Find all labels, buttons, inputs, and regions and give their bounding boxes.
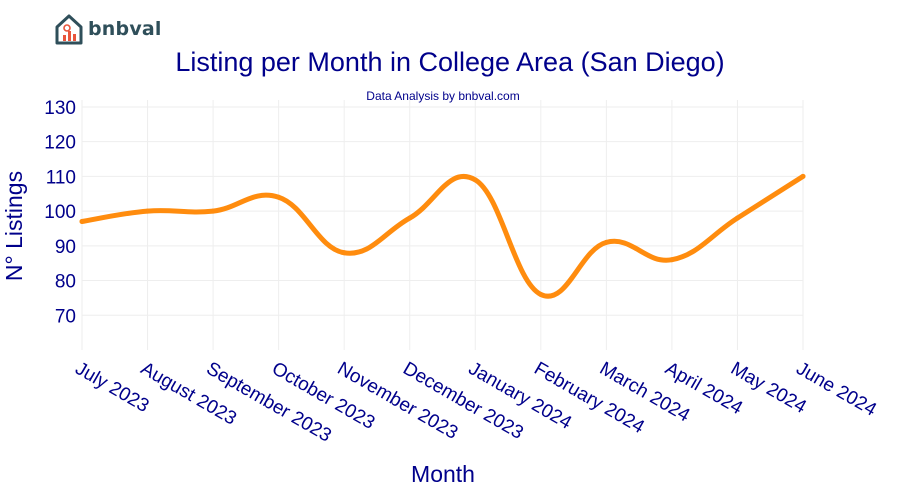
data-point[interactable] [734,215,740,221]
y-axis-title: N° Listings [1,171,27,281]
brand-name: bnbval [88,18,162,40]
x-tick-label: July 2023 [72,358,153,417]
series-line-0 [79,173,806,299]
data-point[interactable] [472,177,478,183]
x-axis-title: Month [411,461,475,487]
series-layer [79,173,806,299]
data-point[interactable] [210,208,216,214]
y-tick-label: 130 [44,98,76,119]
x-tick-label: June 2024 [793,358,881,421]
y-tick-label: 100 [44,202,76,223]
y-tick-label: 90 [55,237,76,258]
grid [81,100,804,350]
data-point[interactable] [79,219,85,225]
data-point[interactable] [276,194,282,200]
data-point[interactable] [145,208,151,214]
data-point[interactable] [603,239,609,245]
y-tick-label: 80 [55,272,76,293]
y-tick-label: 110 [46,167,76,188]
y-axis-ticks: 70 80 90 100 110 120 130 [44,98,76,327]
y-tick-label: 120 [44,133,76,154]
chart-subtitle: Data Analysis by bnbval.com [366,89,519,103]
x-tick-label: February 2024 [530,358,648,438]
house-chart-icon [55,14,83,45]
brand-logo: bnbval [54,12,162,46]
data-point[interactable] [407,215,413,221]
y-tick-label: 70 [55,306,76,327]
chart-title: Listing per Month in College Area (San D… [175,47,724,77]
data-point[interactable] [341,250,347,256]
data-point[interactable] [538,291,544,297]
data-point[interactable] [800,173,806,179]
data-point[interactable] [669,257,675,263]
